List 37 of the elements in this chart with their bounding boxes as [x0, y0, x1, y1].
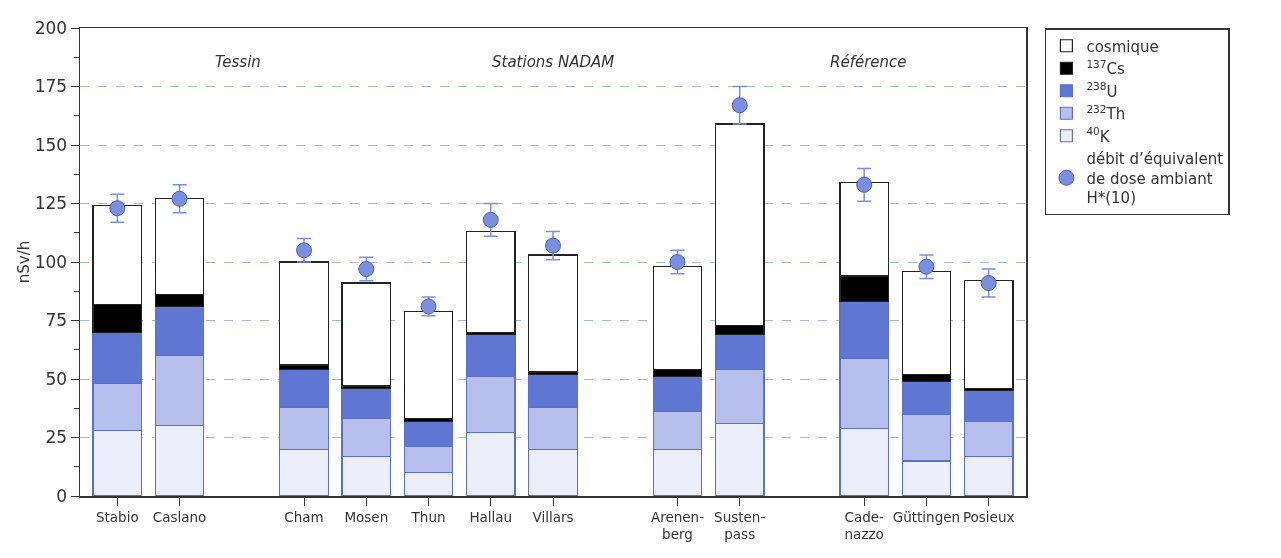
bar — [403, 310, 454, 420]
x-tick-label: Cade- nazzo — [844, 508, 885, 543]
legend-label: $^{40}$K — [1086, 125, 1111, 146]
y-tick-label: 75 — [45, 310, 68, 331]
x-tick-label: Thun — [410, 508, 446, 525]
x-tick-label: Posieux — [962, 508, 1015, 525]
bar — [279, 261, 329, 366]
y-tick-label: 0 — [56, 485, 68, 506]
annotation: Référence — [830, 53, 907, 71]
annotation: Tessin — [215, 53, 261, 71]
bar — [341, 282, 392, 387]
y-tick-label: 25 — [45, 427, 68, 448]
legend-label: $^{238}$U — [1086, 80, 1118, 101]
x-tick-label: Güttingen — [892, 508, 961, 525]
x-tick-label: Villars — [532, 508, 574, 525]
x-tick-label: Stabio — [95, 508, 139, 525]
legend-label: cosmique — [1086, 37, 1159, 56]
legend-label: $^{232}$Th — [1086, 102, 1126, 124]
y-tick-label: 50 — [45, 368, 68, 389]
x-tick-label: Hallau — [469, 508, 513, 525]
x-tick-label: Susten- pass — [714, 508, 766, 543]
x-tick-label: Mosen — [344, 508, 389, 525]
y-tick-label: 125 — [34, 193, 68, 214]
x-tick-label: Caslano — [152, 508, 207, 525]
y-tick-label: 200 — [34, 17, 68, 38]
y-tick-label: 175 — [34, 76, 68, 97]
x-tick-label: Arenen- berg — [650, 508, 705, 543]
bar — [528, 254, 578, 373]
annotation: Stations NADAM — [492, 53, 615, 71]
bar — [963, 280, 1014, 389]
x-tick-label: Cham — [284, 508, 324, 525]
y-tick-label: 100 — [34, 251, 68, 272]
y-axis-title: nSv/h — [14, 240, 33, 284]
legend-label: $^{137}$Cs — [1086, 57, 1125, 79]
legend-label: débit d’équivalent de dose ambiant H*(10) — [1086, 150, 1224, 208]
bar — [465, 230, 516, 333]
y-tick-label: 150 — [34, 134, 68, 155]
